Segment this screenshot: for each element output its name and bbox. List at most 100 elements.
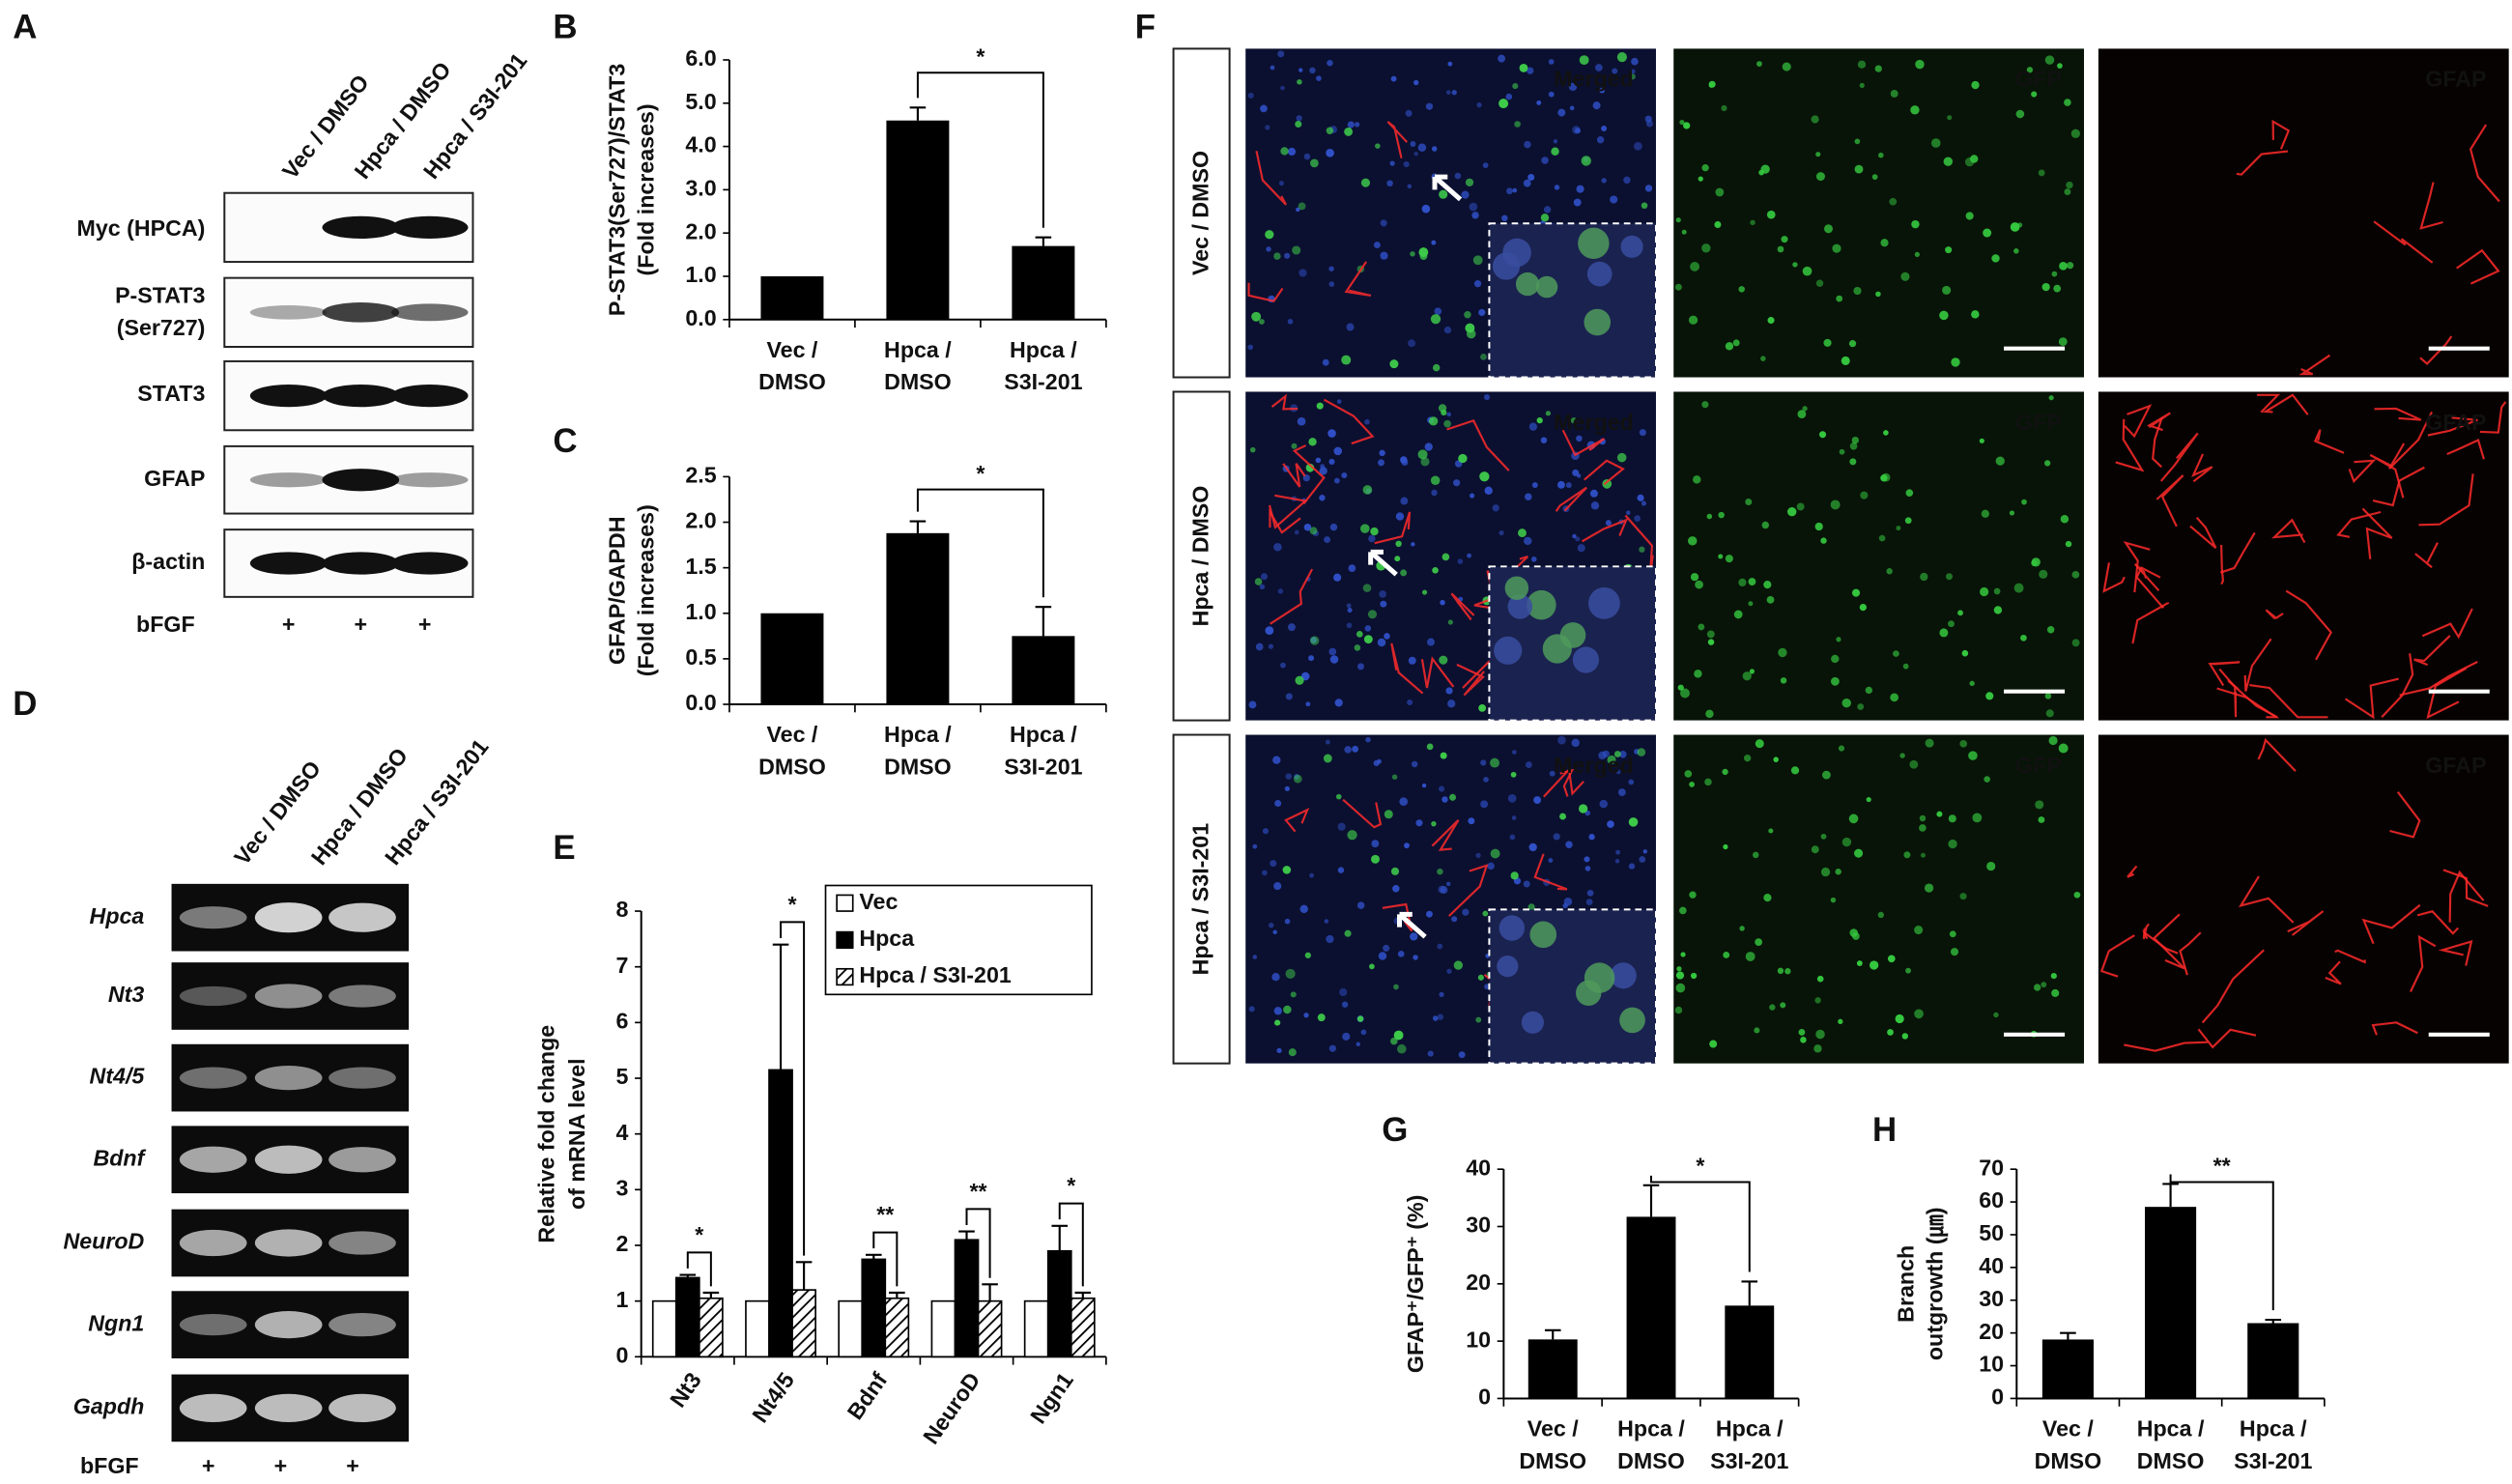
cell [1701,401,1709,409]
cell [1480,759,1487,766]
cell [1781,236,1788,243]
astrocyte [1431,819,1460,851]
cell [1742,671,1752,681]
inset-cell [1504,576,1529,600]
cell [1431,820,1437,827]
cell [1811,115,1819,124]
y-tick-label: 2.5 [685,463,716,488]
y-tick-label: 0.0 [685,690,716,715]
cell [1477,974,1484,981]
astrocyte [2479,401,2507,434]
y-tick-label: 1 [615,1287,628,1312]
cell [1346,323,1355,331]
cell [1288,1048,1297,1057]
y-axis-label: Relative fold change [534,1025,559,1243]
bar [884,1297,910,1358]
astrocyte [2419,182,2443,230]
x-tick-label: Ngn1 [1025,1368,1078,1429]
cell [1465,178,1474,186]
cell [1389,359,1399,369]
cell [1792,262,1798,268]
cell [2064,188,2071,196]
cell [1445,881,1451,887]
significance-label: * [976,43,985,69]
y-tick-label: 20 [1466,1270,1491,1295]
cell [1383,944,1390,952]
cell [1961,649,1969,657]
cell [1339,987,1348,997]
cell [1536,416,1543,424]
cell [1327,429,1336,438]
cell [1439,189,1448,199]
cell [2051,988,2060,997]
astrocyte [2416,910,2459,935]
astrocyte [2220,544,2225,585]
astrocyte [1456,663,1485,697]
astrocyte [2271,518,2306,544]
panel-label: A [13,9,37,46]
astrocyte [2448,870,2485,923]
cell [1319,495,1326,501]
astrocyte [2399,661,2478,697]
cell [1404,842,1410,849]
blot-band [249,472,328,488]
cell [1322,358,1329,366]
cell [1296,115,1302,122]
cell [1893,650,1899,657]
cell [1947,115,1953,121]
cell [1309,872,1314,878]
significance-label: * [1696,1154,1705,1179]
cell [1830,897,1837,903]
gel-band [328,985,396,1008]
cell [1766,595,1775,604]
cell [1571,738,1580,748]
astrocyte [2381,653,2414,719]
cell [1514,121,1521,128]
cell [2053,284,2062,293]
astrocyte [2257,393,2281,414]
y-tick-label: 20 [1979,1319,2004,1344]
cell [1478,703,1487,712]
cell [2070,128,2080,138]
cell [1599,87,1605,94]
cell [1814,522,1823,531]
cell [1930,138,1941,148]
cell [1877,911,1884,919]
cell [1693,475,1701,484]
y-tick-label: 2.0 [685,508,716,533]
astrocyte [2127,865,2138,878]
cell [1599,799,1608,809]
cell [1536,100,1542,105]
cell [1568,82,1578,92]
cell [1445,687,1453,695]
astrocyte [2133,563,2160,592]
micrograph [2098,48,2509,378]
cell [1478,308,1486,317]
cell [1469,202,1478,212]
channel-label: Merged [1554,753,1634,778]
cell [1457,558,1464,564]
cell [1820,537,1827,544]
cell [1823,224,1833,234]
cell [1687,536,1698,546]
y-tick-label: 8 [615,897,628,922]
cell [1531,482,1538,489]
inset-cell [1587,586,1620,619]
blot-band [390,552,469,575]
cell [1634,141,1642,151]
y-tick-label: 0.0 [685,305,716,330]
cell [1690,573,1699,582]
row-label: Hpca [90,903,145,928]
arrow [1432,174,1463,202]
astrocyte [2469,124,2500,203]
cell [1815,1029,1825,1040]
cell [1769,1004,1776,1011]
y-tick-label: 5 [615,1064,628,1089]
cell [2044,693,2052,699]
cell [1889,197,1898,206]
cell [1471,211,1479,219]
cell [1362,485,1373,495]
y-tick-label: 3.0 [685,176,716,201]
cell [1309,636,1320,645]
cell [1384,810,1393,819]
